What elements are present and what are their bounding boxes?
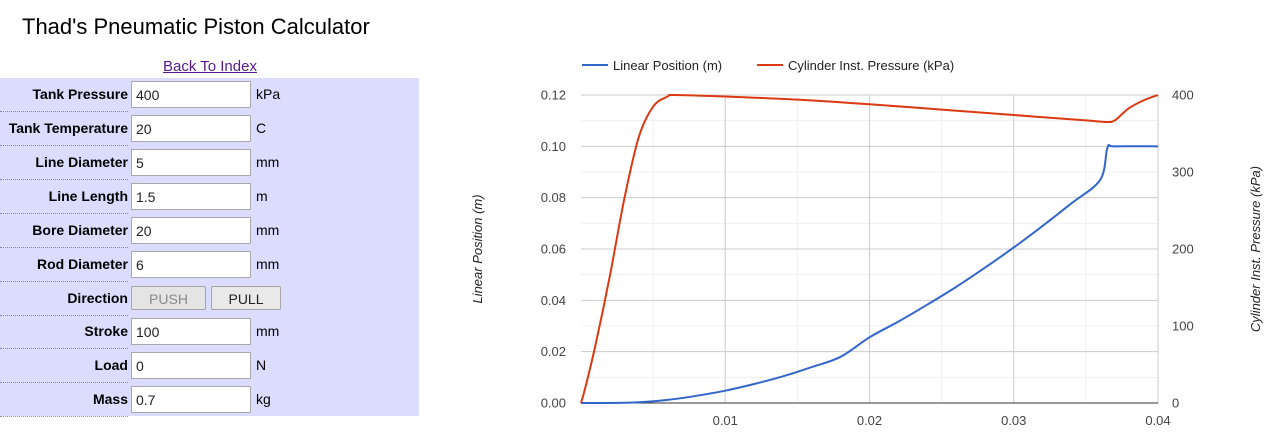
bore-diameter-unit: mm: [256, 222, 280, 238]
y2-axis-title: Cylinder Inst. Pressure (kPa): [1248, 166, 1263, 332]
stroke-input[interactable]: [131, 318, 251, 345]
chart-legend: Linear Position (m) Cylinder Inst. Pressu…: [582, 58, 954, 73]
tank-temperature-unit: C: [256, 120, 267, 136]
page-title: Thad's Pneumatic Piston Calculator: [22, 14, 370, 39]
chart-gridlines: [581, 94, 1159, 403]
line-length-input[interactable]: [131, 183, 251, 210]
stroke-unit: mm: [256, 323, 280, 339]
legend-label: Cylinder Inst. Pressure (kPa): [788, 58, 954, 73]
x-tick-label: 0.02: [857, 413, 882, 428]
mass-label: Mass: [0, 383, 128, 417]
push-button[interactable]: PUSH: [131, 286, 206, 310]
chart-axes: 0.00 0.02 0.04 0.06 0.08 0.10 0.12 0 100 200 300 40…: [470, 88, 1263, 429]
x-tick-label: 0.01: [713, 413, 738, 428]
y2-tick-label: 200: [1172, 242, 1194, 257]
row-tank-pressure: Tank Pressure kPa: [0, 78, 419, 112]
tank-temperature-input[interactable]: [131, 115, 251, 142]
rod-diameter-unit: mm: [256, 256, 280, 272]
line-length-unit: m: [256, 188, 268, 204]
chart-series: [580, 93, 1159, 405]
x-tick-label: 0.03: [1001, 413, 1026, 428]
row-mass: Mass kg: [0, 383, 419, 417]
stroke-label: Stroke: [0, 315, 128, 349]
load-label: Load: [0, 349, 128, 383]
series-line-linear-position: [580, 143, 1159, 405]
mass-input[interactable]: [131, 386, 251, 413]
row-stroke: Stroke mm: [0, 315, 419, 349]
pull-button[interactable]: PULL: [211, 286, 281, 310]
tank-pressure-label: Tank Pressure: [0, 78, 128, 112]
y2-tick-label: 400: [1172, 88, 1194, 103]
line-diameter-label: Line Diameter: [0, 146, 128, 180]
y2-tick-label: 100: [1172, 319, 1194, 334]
row-load: Load N: [0, 349, 419, 383]
line-diameter-input[interactable]: [131, 149, 251, 176]
bore-diameter-input[interactable]: [131, 217, 251, 244]
y-tick-label: 0.00: [541, 396, 566, 411]
row-bore-diameter: Bore Diameter mm: [0, 214, 419, 248]
y-tick-label: 0.06: [541, 242, 566, 257]
back-to-index-link[interactable]: Back To Index: [163, 58, 257, 75]
row-line-length: Line Length m: [0, 180, 419, 214]
y-tick-label: 0.02: [541, 344, 566, 359]
y-tick-label: 0.12: [541, 88, 566, 103]
tank-temperature-label: Tank Temperature: [0, 112, 128, 146]
legend-label: Linear Position (m): [613, 58, 722, 73]
tank-pressure-input[interactable]: [131, 81, 251, 108]
row-tank-temperature: Tank Temperature C: [0, 112, 419, 146]
position-pressure-chart: 0.00 0.02 0.04 0.06 0.08 0.10 0.12 0 100 200 300 40…: [470, 58, 1263, 429]
row-rod-diameter: Rod Diameter mm: [0, 248, 419, 282]
y-tick-label: 0.04: [541, 293, 566, 308]
row-direction: Direction PUSH PULL: [0, 282, 419, 316]
mass-unit: kg: [256, 391, 271, 407]
rod-diameter-label: Rod Diameter: [0, 248, 128, 282]
y-axis-title: Linear Position (m): [470, 194, 485, 303]
load-unit: N: [256, 357, 267, 373]
calculator-form: Tank Pressure kPa Tank Temperature C Lin…: [0, 78, 419, 417]
x-tick-label: 0.04: [1145, 413, 1170, 428]
tank-pressure-unit: kPa: [256, 86, 281, 102]
row-line-diameter: Line Diameter mm: [0, 146, 419, 180]
series-line-cylinder-pressure: [580, 93, 1159, 404]
y-tick-label: 0.10: [541, 139, 566, 154]
y-tick-label: 0.08: [541, 190, 566, 205]
direction-label: Direction: [0, 282, 128, 316]
line-diameter-unit: mm: [256, 154, 280, 170]
line-length-label: Line Length: [0, 180, 128, 214]
load-input[interactable]: [131, 352, 251, 379]
rod-diameter-input[interactable]: [131, 251, 251, 278]
y2-tick-label: 300: [1172, 165, 1194, 180]
bore-diameter-label: Bore Diameter: [0, 214, 128, 248]
y2-tick-label: 0: [1172, 396, 1179, 411]
